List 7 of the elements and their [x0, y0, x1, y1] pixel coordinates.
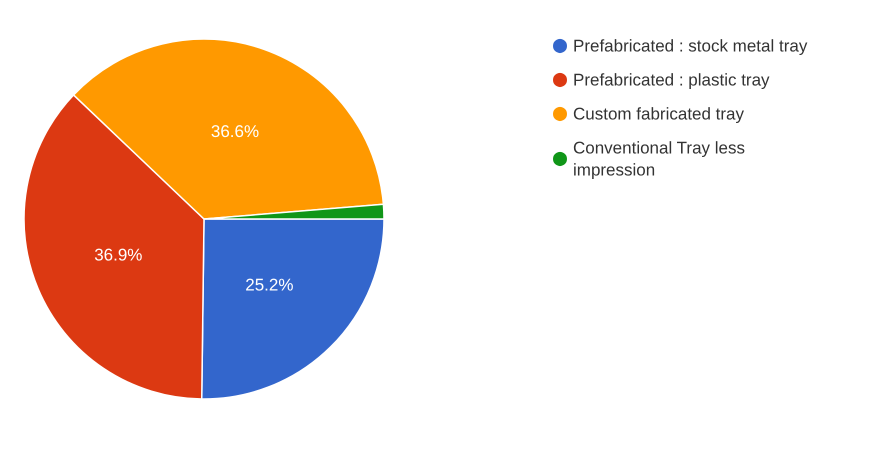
data-label: 25.2% [245, 276, 294, 295]
legend-label: Custom fabricated tray [573, 104, 745, 124]
data-label: 36.9% [94, 246, 142, 265]
legend-label: Prefabricated : stock metal tray [573, 36, 808, 56]
legend-label: Conventional Tray less impression [573, 138, 750, 180]
legend-label: Prefabricated : plastic tray [573, 70, 770, 90]
data-label: 36.6% [210, 122, 260, 141]
